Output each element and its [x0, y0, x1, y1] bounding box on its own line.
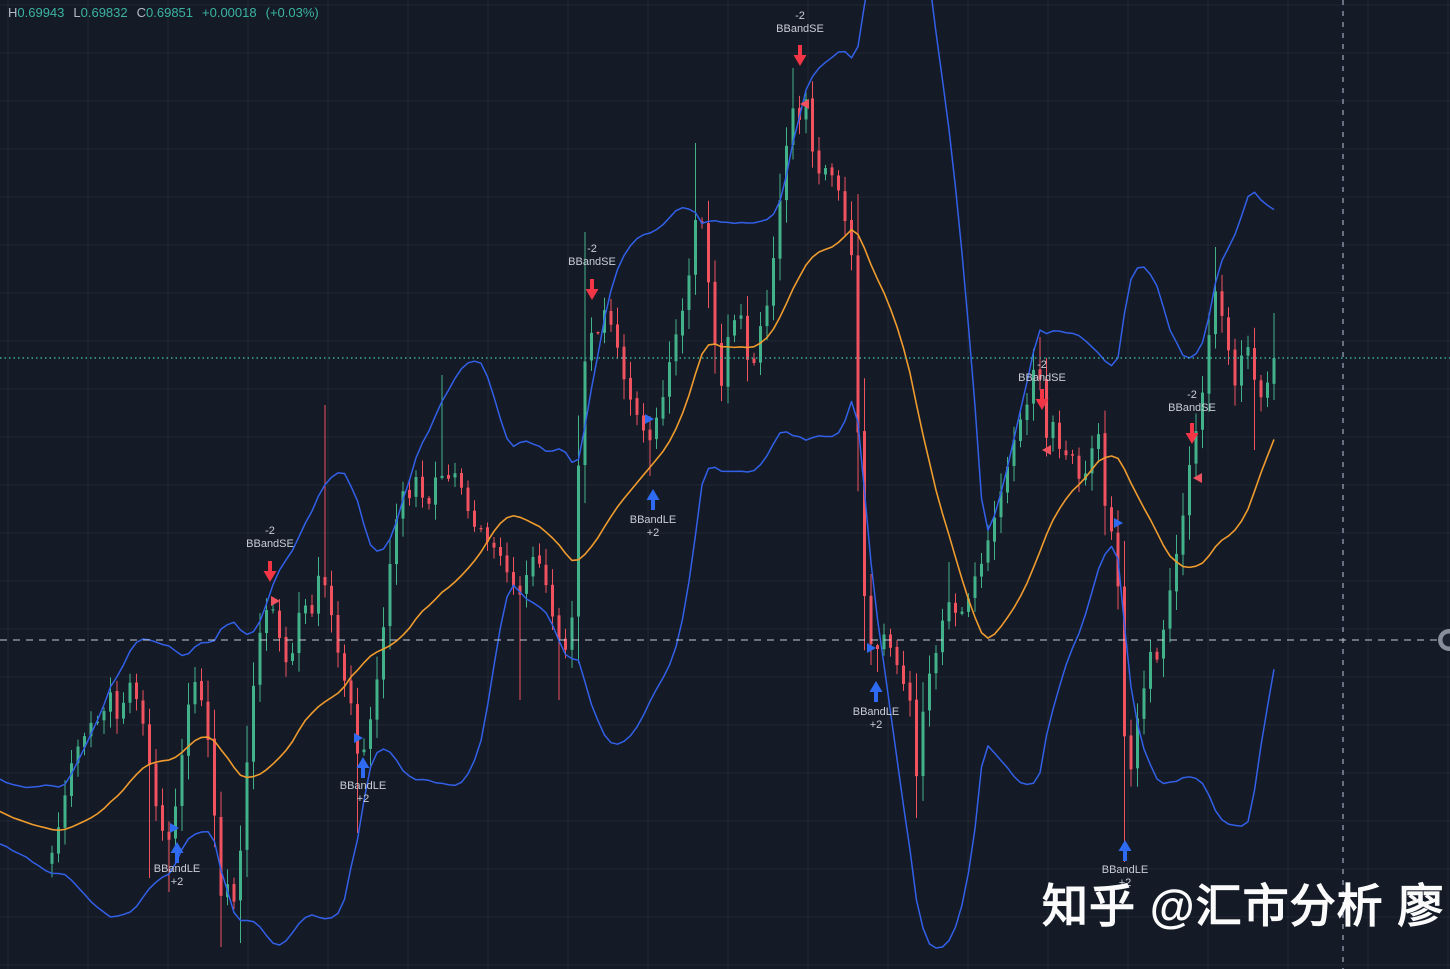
order-fill-marker: [271, 596, 280, 606]
high-label: H: [8, 5, 18, 20]
signal-label-bbandle: BBandLE +2: [629, 514, 677, 539]
order-fill-marker: [1042, 445, 1051, 455]
buy-signal-arrow-icon: [869, 681, 883, 708]
buy-signal-arrow-icon: [356, 757, 370, 784]
signal-label-bbandse: -2 BBandSE: [1018, 359, 1066, 384]
low-label: L: [73, 5, 81, 20]
order-fill-marker: [354, 733, 363, 743]
order-fill-marker: [170, 823, 179, 833]
bollinger-lower-line: [0, 400, 1275, 949]
sell-signal-arrow-icon: [585, 279, 599, 306]
signal-label-bbandse: -2 BBandSE: [1168, 389, 1216, 414]
ohlc-low: L0.69832: [73, 5, 127, 20]
bollinger-upper-line: [0, 0, 1275, 789]
signal-label-bbandle: BBandLE +2: [1101, 864, 1149, 889]
close-label: C: [136, 5, 147, 20]
order-fill-marker: [1193, 473, 1202, 483]
sell-signal-arrow-icon: [1185, 423, 1199, 450]
signal-label-bbandle: BBandLE +2: [852, 706, 900, 731]
order-fill-marker: [800, 99, 809, 109]
bollinger-basis-line: [0, 228, 1275, 832]
order-fill-marker: [1114, 518, 1123, 528]
signal-label-bbandse: -2 BBandSE: [246, 525, 294, 550]
order-fill-marker: [645, 414, 654, 424]
sell-signal-arrow-icon: [793, 45, 807, 72]
buy-signal-arrow-icon: [1118, 840, 1132, 867]
sell-signal-arrow-icon: [1035, 389, 1049, 416]
signal-label-bbandle: BBandLE +2: [153, 863, 201, 888]
change-percent: (+0.03%): [265, 5, 319, 20]
signal-label-bbandse: -2 BBandSE: [568, 243, 616, 268]
change-value: +0.00018: [202, 5, 257, 20]
order-fill-markers: [170, 99, 1202, 833]
signal-label-bbandse: -2 BBandSE: [776, 10, 824, 35]
ohlc-high: H0.69943: [8, 5, 64, 20]
buy-signal-arrow-icon: [646, 489, 660, 516]
sell-signal-arrow-icon: [263, 561, 277, 588]
bollinger-bands: [0, 0, 1275, 949]
watermark: 知乎 @汇市分析 廖: [1042, 880, 1445, 932]
candlesticks: [50, 68, 1276, 947]
close-value: 0.69851: [146, 5, 194, 20]
high-value: 0.69943: [17, 5, 65, 20]
low-value: 0.69832: [80, 5, 128, 20]
ohlc-info: H0.69943 L0.69832 C0.69851 +0.00018 (+0.03%): [8, 5, 328, 20]
signal-label-bbandle: BBandLE +2: [339, 780, 387, 805]
buy-signal-arrow-icon: [170, 842, 184, 869]
price-line-handle[interactable]: [1438, 629, 1450, 651]
ohlc-close: C0.69851: [137, 5, 193, 20]
order-fill-marker: [867, 643, 876, 653]
